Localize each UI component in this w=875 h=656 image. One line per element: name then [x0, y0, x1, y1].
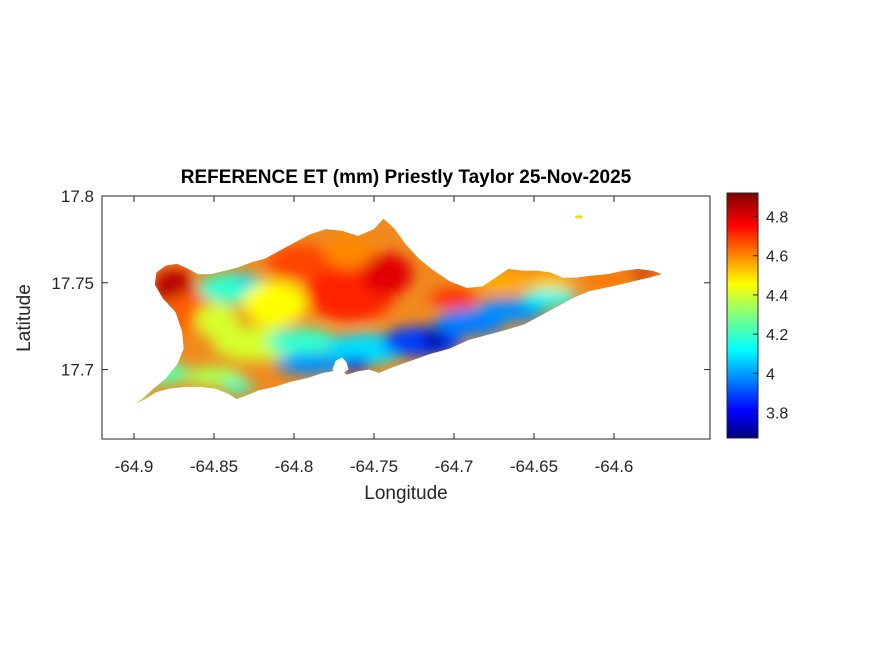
et-zone: [236, 275, 256, 287]
x-tick-label: -64.6: [595, 457, 634, 476]
colorbar-tick-label: 4: [766, 366, 775, 383]
et-zone: [222, 380, 254, 394]
colorbar: 3.8 4 4.2 4.4 4.6 4.8: [726, 192, 788, 439]
chart-title: REFERENCE ET (mm) Priestly Taylor 25-Nov…: [181, 167, 632, 188]
et-zone: [586, 272, 626, 287]
x-tick-label: -64.7: [435, 457, 474, 476]
colorbar-tick-label: 3.8: [766, 406, 788, 423]
y-tick-label: 17.7: [61, 361, 94, 380]
et-zone: [194, 303, 240, 339]
colorbar-tick-label: 4.8: [766, 210, 788, 227]
x-axis-ticks: -64.9 -64.85 -64.8 -64.75 -64.7 -64.65 -64.6: [115, 196, 634, 476]
x-tick-label: -64.65: [510, 457, 558, 476]
colorbar-tick-label: 4.4: [766, 288, 788, 305]
et-zone: [526, 275, 574, 290]
et-zone: [361, 253, 413, 295]
et-zone: [324, 237, 376, 269]
island-surface: [134, 218, 662, 405]
colorbar-tick-label: 4.2: [766, 327, 788, 344]
colorbar-box: [726, 192, 759, 439]
y-tick-label: 17.8: [61, 187, 94, 206]
colorbar-ticks: 3.8 4 4.2 4.4 4.6 4.8: [753, 210, 788, 423]
y-axis-label: Latitude: [14, 284, 35, 352]
x-tick-label: -64.8: [275, 457, 314, 476]
colorbar-ramp: [727, 193, 758, 438]
y-axis-ticks: 17.7 17.75 17.8: [51, 187, 710, 380]
map-axes: -64.9 -64.85 -64.8 -64.75 -64.7 -64.65 -64.6 1…: [51, 187, 711, 476]
et-zone: [266, 244, 338, 280]
x-axis-label: Longitude: [364, 483, 447, 504]
lagoon-hole: [332, 357, 349, 375]
x-tick-label: -64.9: [115, 457, 154, 476]
et-zone: [242, 281, 307, 327]
et-zone: [422, 329, 448, 351]
et-zone: [521, 289, 579, 308]
axes-box: [101, 195, 711, 440]
et-zone: [430, 288, 478, 309]
islet: [574, 215, 583, 219]
et-zone: [626, 270, 659, 278]
x-tick-label: -64.75: [350, 457, 398, 476]
y-tick-label: 17.75: [51, 274, 94, 293]
x-tick-label: -64.85: [190, 457, 238, 476]
et-zone: [274, 354, 346, 375]
colorbar-tick-label: 4.6: [766, 249, 788, 266]
et-zone: [474, 298, 546, 323]
et-zone: [266, 327, 338, 356]
